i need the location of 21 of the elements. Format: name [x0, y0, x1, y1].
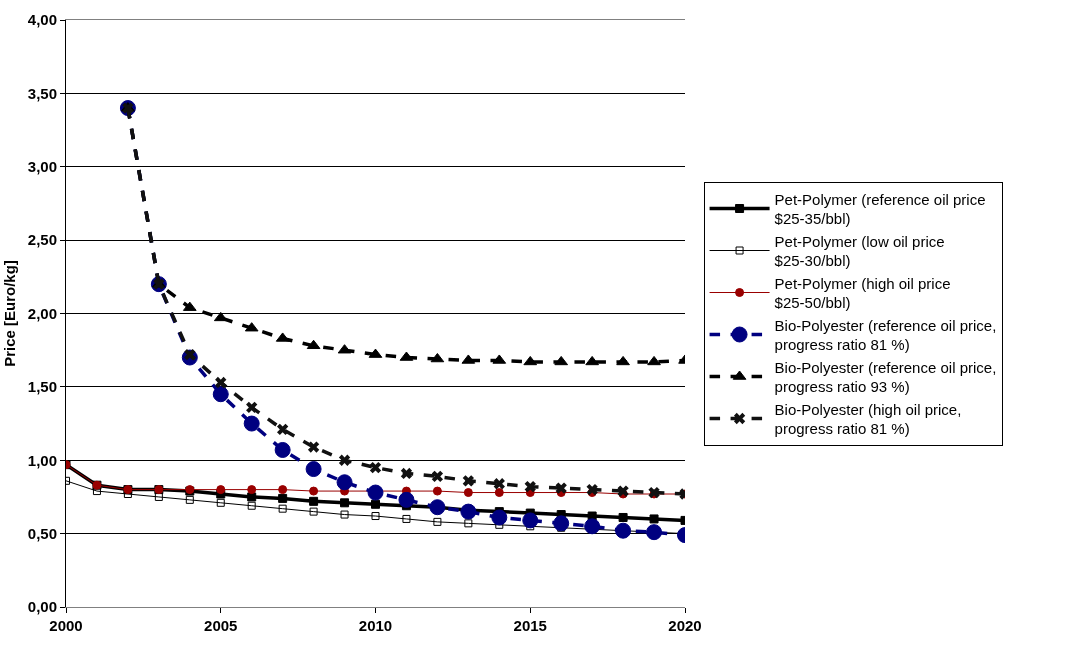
x-tick-label: 2010: [358, 617, 393, 634]
y-tick-label: 1,50: [27, 378, 57, 396]
y-tick-label: 4,00: [27, 11, 57, 29]
y-tick-label: 3,00: [27, 158, 57, 175]
x-tick-label: 2015: [513, 617, 547, 634]
legend-label: Pet-Polymer (reference oil price $25-35/bbl): [774, 190, 986, 228]
y-tick-label: 2,50: [27, 231, 57, 249]
legend-label: Bio-Polyester (high oil price, progress ratio 81 %): [774, 400, 962, 438]
legend-label: Bio-Polyester (reference oil price, progress ratio 81 %): [774, 316, 997, 354]
legend-label: Pet-Polymer (high oil price $25-50/bbl): [774, 274, 951, 312]
y-tick-label: 2,00: [27, 304, 57, 322]
x-tick-label: 2000: [49, 617, 83, 634]
x-tick-label: 2005: [204, 617, 238, 634]
y-tick-label: 1,00: [27, 451, 57, 469]
y-tick-label: 0,00: [27, 598, 57, 616]
y-tick-label: 0,50: [27, 524, 57, 542]
y-tick-label: 3,50: [27, 84, 57, 102]
legend-label: Bio-Polyester (reference oil price, progress ratio 93 %): [774, 358, 997, 396]
x-tick-label: 2020: [668, 617, 702, 634]
legend-label: Pet-Polymer (low oil price $25-30/bbl): [774, 232, 945, 270]
y-axis-title: Price [Euro/kg]: [1, 260, 19, 367]
